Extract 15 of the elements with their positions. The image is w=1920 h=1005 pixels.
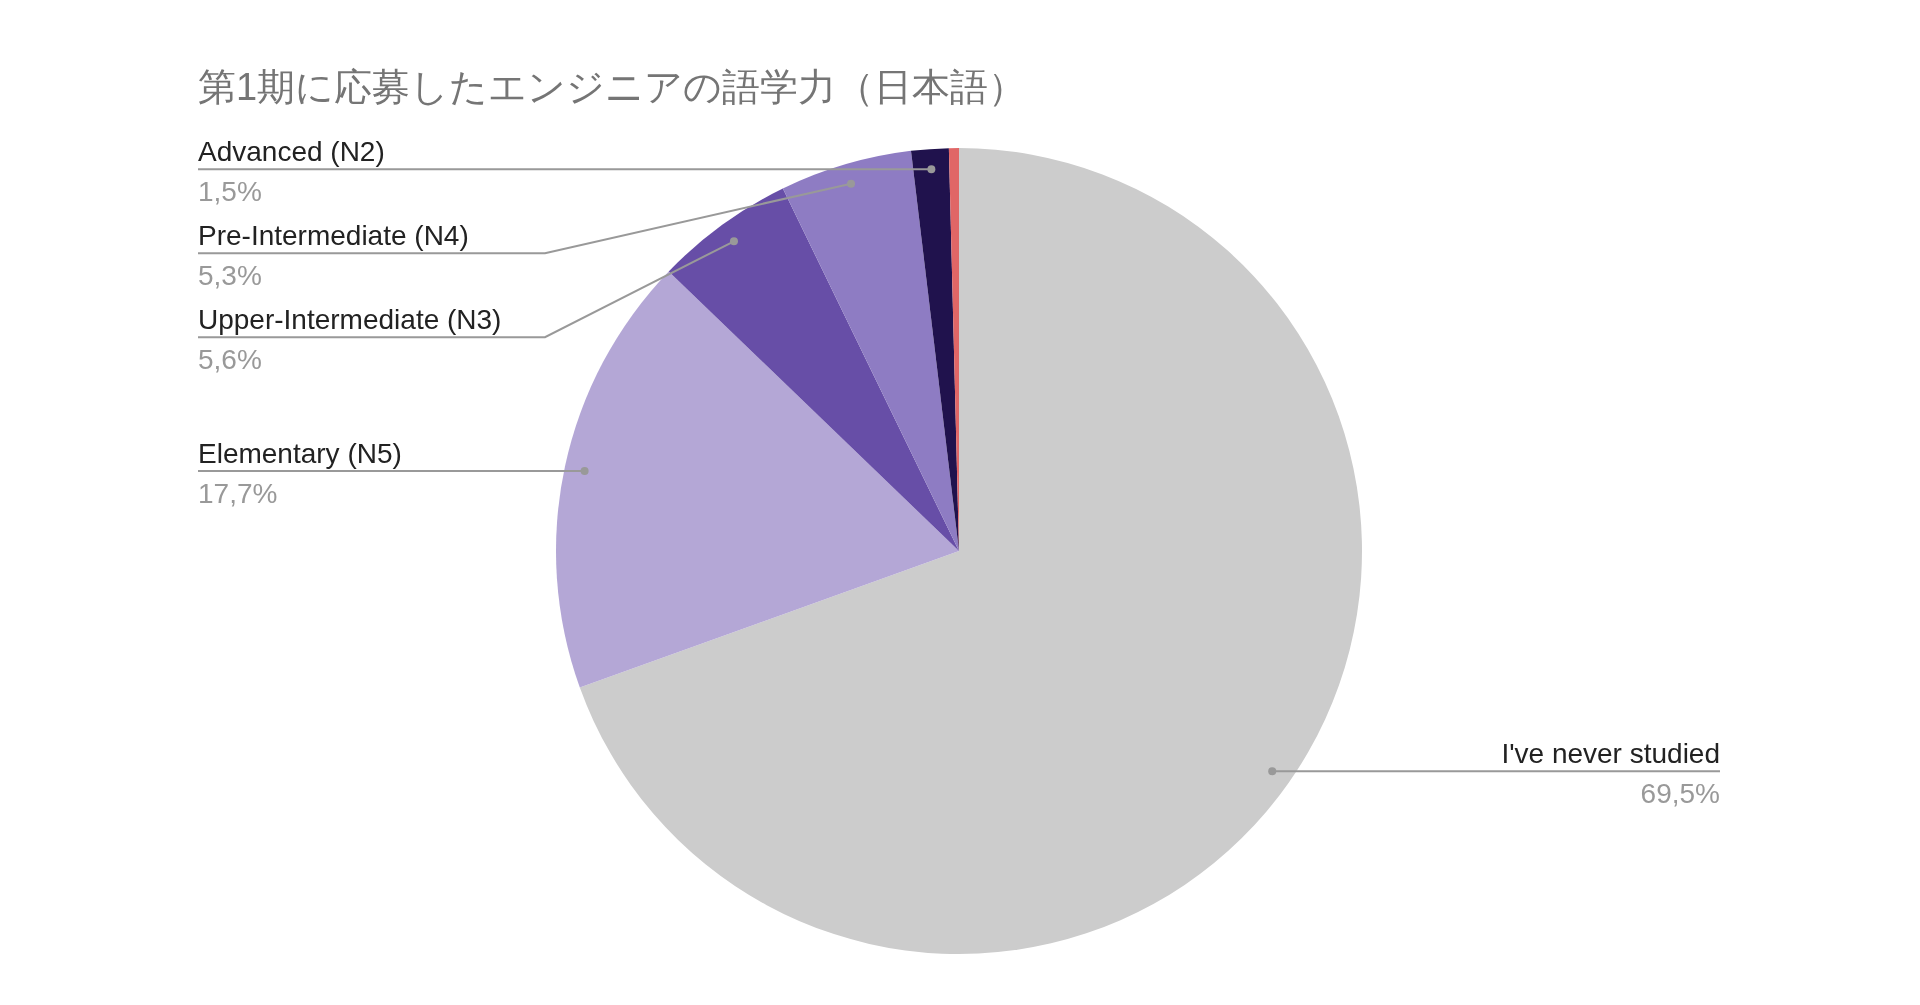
- slice-label: Advanced (N2): [198, 136, 385, 168]
- slice-label: I've never studied: [1501, 738, 1720, 770]
- slice-label: Upper-Intermediate (N3): [198, 304, 502, 336]
- pie-slice: [579, 148, 1362, 954]
- data-label: 17,7%: [198, 478, 278, 510]
- data-label: 5,3%: [198, 260, 262, 292]
- pie-slice: [782, 150, 959, 551]
- data-label: 5,6%: [198, 344, 262, 376]
- slice-label: Pre-Intermediate (N4): [198, 220, 469, 252]
- data-label: 1,5%: [198, 176, 262, 208]
- pie-slice: [668, 188, 959, 551]
- pie-slice: [556, 271, 959, 688]
- slice-label: Elementary (N5): [198, 438, 402, 470]
- chart-title: 第1期に応募したエンジニアの語学力（日本語）: [198, 66, 1027, 108]
- data-label: 69,5%: [1640, 778, 1720, 810]
